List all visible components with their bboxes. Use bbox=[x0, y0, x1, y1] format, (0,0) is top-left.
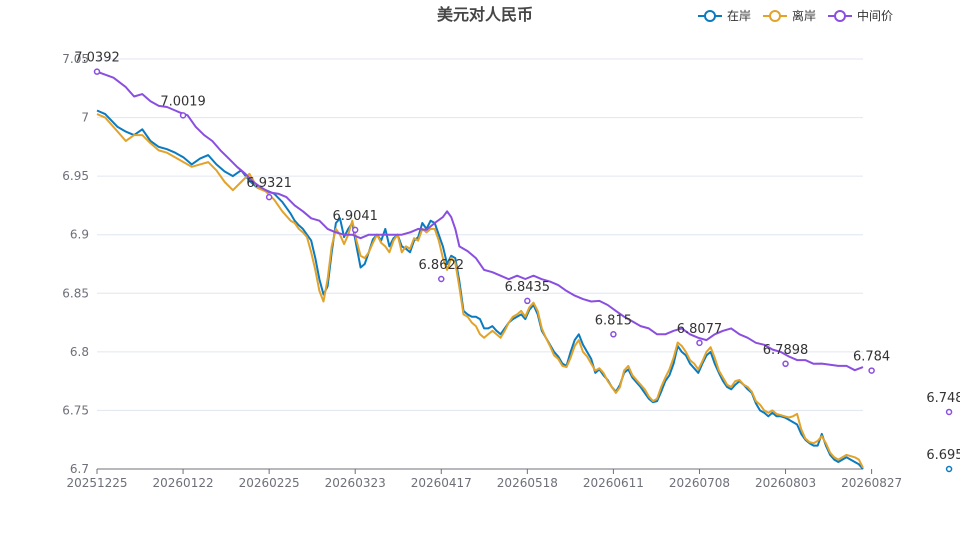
legend-item[interactable]: 在岸 bbox=[698, 9, 751, 23]
data-point-marker bbox=[945, 408, 953, 416]
data-label: 6.7898 bbox=[763, 343, 809, 358]
x-tick-label: 20260803 bbox=[755, 476, 816, 490]
data-label: 6.815 bbox=[595, 313, 632, 328]
data-point-marker bbox=[868, 367, 875, 374]
x-tick-label: 20260225 bbox=[239, 476, 300, 490]
data-label: 6.8077 bbox=[677, 322, 723, 337]
legend-item[interactable]: 离岸 bbox=[763, 8, 816, 23]
legend-marker bbox=[704, 10, 716, 22]
data-label: 6.8622 bbox=[419, 258, 465, 273]
data-point-marker bbox=[945, 465, 953, 473]
data-point-marker bbox=[265, 193, 273, 201]
y-tick-label: 6.95 bbox=[62, 169, 89, 183]
data-point-marker bbox=[179, 112, 187, 119]
data-label: 7.0392 bbox=[74, 51, 120, 66]
data-label: 6.8435 bbox=[505, 280, 551, 295]
data-point-marker bbox=[438, 275, 445, 283]
grid-layer bbox=[97, 58, 863, 411]
data-label: 6.6959 bbox=[926, 448, 960, 463]
data-point-marker bbox=[610, 331, 617, 338]
chart-title: 美元对人民币 bbox=[437, 5, 533, 24]
data-label: 6.9321 bbox=[246, 176, 292, 191]
data-point-marker bbox=[524, 297, 531, 305]
series-line-1 bbox=[96, 113, 864, 469]
data-label: 7.0019 bbox=[160, 94, 206, 109]
x-tick-label: 20260827 bbox=[841, 476, 902, 490]
legend[interactable]: 在岸 离岸 中间价 bbox=[698, 8, 893, 23]
axis-layer: 6.7 6.75 6.8 6.85 6.9 6.95 7 7.05 20251225 202601… bbox=[62, 52, 902, 490]
data-label: 6.7487 bbox=[926, 391, 960, 406]
series-line-2 bbox=[96, 70, 864, 372]
x-tick-label: 20260122 bbox=[153, 476, 214, 490]
x-tick-label: 20260611 bbox=[583, 476, 644, 490]
data-point-marker bbox=[782, 360, 789, 368]
data-point-marker bbox=[696, 339, 703, 347]
legend-label: 中间价 bbox=[857, 8, 893, 23]
x-tick-label: 20260323 bbox=[325, 476, 386, 490]
y-tick-label: 6.7 bbox=[70, 462, 89, 476]
legend-label: 在岸 bbox=[727, 9, 751, 23]
data-point-marker bbox=[93, 68, 101, 75]
y-tick-label: 6.8 bbox=[70, 345, 89, 359]
x-tick-label: 20260518 bbox=[497, 476, 558, 490]
legend-item[interactable]: 中间价 bbox=[828, 8, 893, 23]
label-layer: 7.0392 7.0019 6.9321 6.9041 6.8622 6.8435 6.81… bbox=[74, 51, 960, 473]
y-tick-label: 6.9 bbox=[70, 228, 89, 242]
legend-marker bbox=[769, 10, 781, 22]
y-tick-label: 7.05 bbox=[62, 52, 89, 66]
x-tick-label: 20260708 bbox=[669, 476, 730, 490]
y-tick-label: 6.75 bbox=[62, 403, 89, 417]
data-label: 6.784 bbox=[853, 350, 890, 365]
data-point-marker bbox=[351, 226, 359, 234]
data-label: 6.9041 bbox=[332, 209, 378, 224]
series-line-0 bbox=[96, 109, 864, 470]
x-tick-label: 20251225 bbox=[66, 476, 127, 490]
y-tick-label: 7 bbox=[81, 111, 89, 125]
x-tick-label: 20260417 bbox=[411, 476, 472, 490]
series-layer bbox=[96, 70, 864, 470]
legend-marker bbox=[834, 10, 846, 22]
y-tick-label: 6.85 bbox=[62, 286, 89, 300]
legend-label: 离岸 bbox=[792, 8, 816, 23]
